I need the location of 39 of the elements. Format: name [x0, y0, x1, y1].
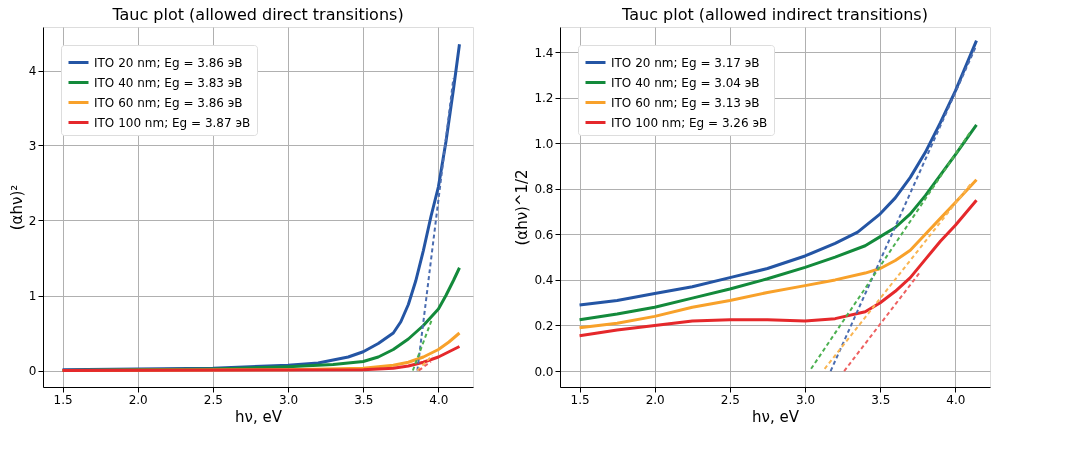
- legend-label: ITO 60 nm; Eg = 3.86 эВ: [94, 95, 243, 110]
- x-tick-label: 2.5: [203, 392, 223, 407]
- x-tick-label: 1.5: [53, 392, 73, 407]
- y-tick-label: 1.4: [534, 45, 554, 60]
- legend-label: ITO 40 nm; Eg = 3.04 эВ: [611, 75, 760, 90]
- legend-label: ITO 60 nm; Eg = 3.13 эВ: [611, 95, 760, 110]
- x-tick-label: 2.0: [645, 392, 665, 407]
- y-tick-label: 3: [28, 139, 37, 153]
- y-tick-label: 2: [28, 214, 37, 228]
- y-tick-label: 1.2: [534, 91, 554, 106]
- x-tick-label: 3.5: [354, 392, 374, 407]
- y-tick-label: 0.8: [534, 182, 554, 197]
- x-tick-label: 3.0: [796, 392, 816, 407]
- y-tick-label: 1.0: [534, 136, 554, 151]
- legend-label: ITO 40 nm; Eg = 3.83 эВ: [94, 75, 243, 90]
- x-axis-title: hν, eV: [752, 407, 800, 426]
- legend-label: ITO 20 nm; Eg = 3.17 эВ: [611, 55, 760, 70]
- chart-title: Tauc plot (allowed direct transitions): [111, 5, 404, 24]
- legend-label: ITO 100 nm; Eg = 3.87 эВ: [94, 115, 251, 130]
- x-tick-label: 4.0: [946, 392, 966, 407]
- y-tick-label: 0.2: [534, 318, 554, 333]
- y-tick-label: 0: [28, 364, 37, 378]
- legend-label: ITO 100 nm; Eg = 3.26 эВ: [611, 115, 768, 130]
- x-tick-label: 1.5: [570, 392, 590, 407]
- y-tick-label: 1: [28, 289, 37, 303]
- y-axis-title: (αhν)²: [7, 184, 26, 231]
- x-tick-label: 3.5: [871, 392, 891, 407]
- y-tick-label: 4: [28, 64, 37, 78]
- x-tick-label: 3.0: [279, 392, 299, 407]
- x-tick-label: 4.0: [429, 392, 449, 407]
- x-tick-label: 2.5: [720, 392, 740, 407]
- y-tick-label: 0.4: [534, 273, 554, 288]
- x-tick-label: 2.0: [128, 392, 148, 407]
- y-tick-label: 0.0: [534, 364, 554, 379]
- y-tick-label: 0.6: [534, 227, 554, 242]
- x-axis-title: hν, eV: [235, 407, 283, 426]
- y-axis-title: (αhν)^1/2: [513, 169, 532, 246]
- chart-title: Tauc plot (allowed indirect transitions): [621, 5, 928, 24]
- legend-label: ITO 20 nm; Eg = 3.86 эВ: [94, 55, 243, 70]
